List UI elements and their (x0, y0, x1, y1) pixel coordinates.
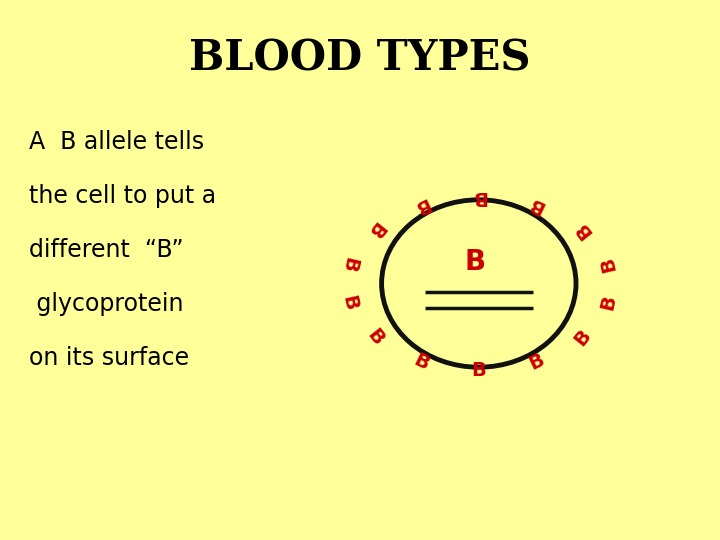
Text: B: B (598, 294, 620, 312)
Text: B: B (472, 187, 486, 206)
Text: on its surface: on its surface (29, 346, 189, 369)
Text: B: B (571, 218, 595, 241)
Text: B: B (526, 350, 547, 374)
Text: A  B allele tells: A B allele tells (29, 130, 204, 153)
Text: B: B (410, 193, 432, 217)
Ellipse shape (382, 200, 576, 367)
Text: BLOOD TYPES: BLOOD TYPES (189, 38, 531, 80)
Text: B: B (472, 361, 486, 380)
Text: the cell to put a: the cell to put a (29, 184, 216, 207)
Text: B: B (363, 326, 387, 349)
Text: glycoprotein: glycoprotein (29, 292, 184, 315)
Text: B: B (338, 294, 360, 312)
Text: B: B (526, 193, 547, 217)
Text: different  “B”: different “B” (29, 238, 184, 261)
Text: B: B (338, 255, 360, 273)
Text: B: B (598, 255, 620, 273)
Text: B: B (464, 248, 486, 276)
Text: B: B (363, 218, 387, 241)
Text: B: B (410, 350, 432, 374)
Text: B: B (571, 326, 595, 349)
